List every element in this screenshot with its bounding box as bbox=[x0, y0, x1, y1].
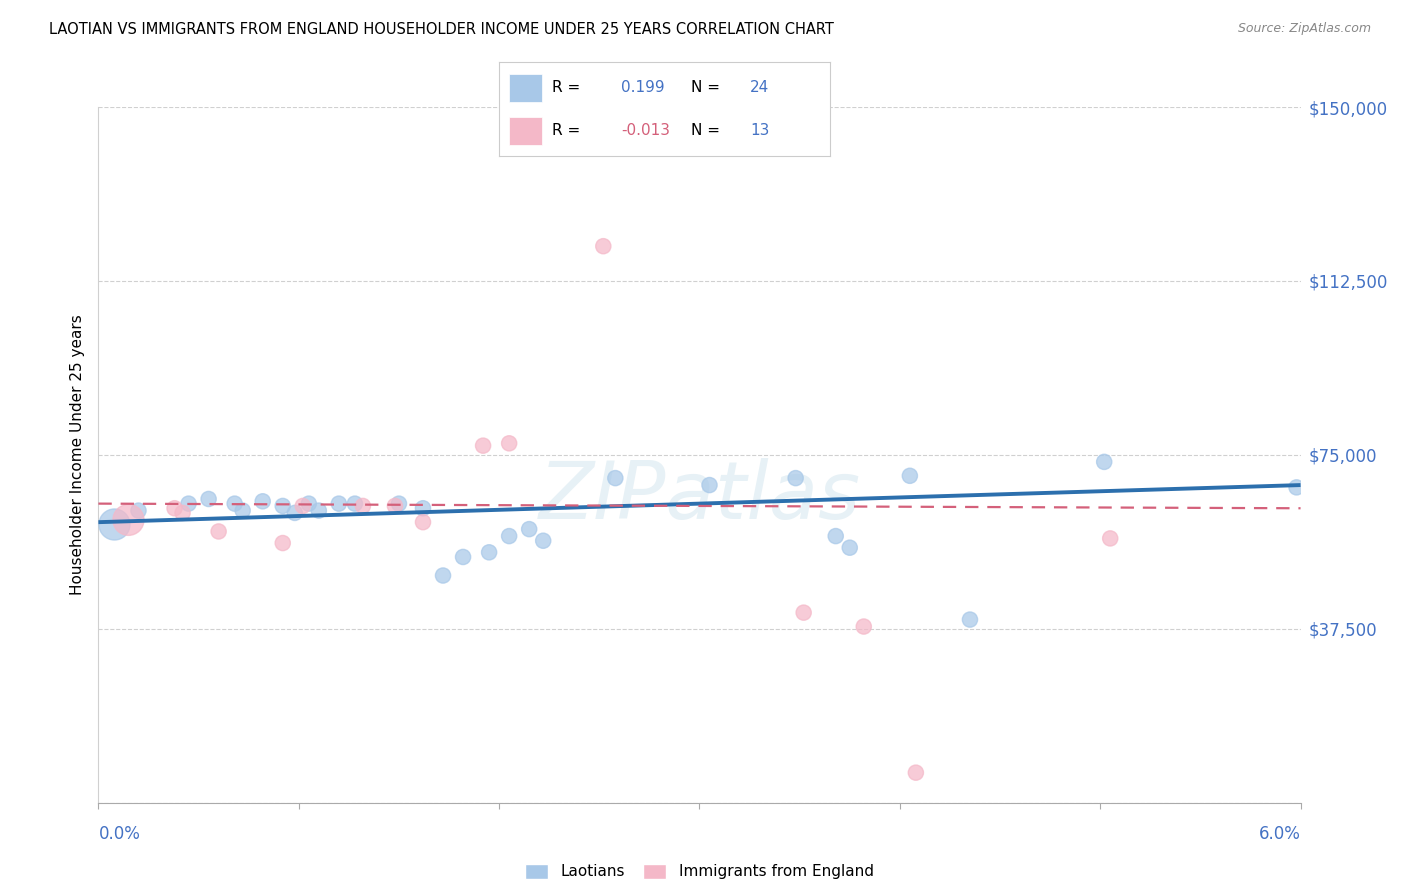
Point bbox=[1092, 455, 1115, 469]
Point bbox=[432, 568, 454, 582]
Text: Source: ZipAtlas.com: Source: ZipAtlas.com bbox=[1237, 22, 1371, 36]
Point bbox=[1099, 532, 1122, 546]
Point bbox=[959, 613, 981, 627]
Point bbox=[852, 619, 875, 633]
Text: 0.199: 0.199 bbox=[621, 80, 665, 95]
Point bbox=[172, 506, 194, 520]
Point bbox=[605, 471, 627, 485]
Point bbox=[291, 499, 314, 513]
Point bbox=[498, 436, 520, 450]
Text: LAOTIAN VS IMMIGRANTS FROM ENGLAND HOUSEHOLDER INCOME UNDER 25 YEARS CORRELATION: LAOTIAN VS IMMIGRANTS FROM ENGLAND HOUSE… bbox=[49, 22, 834, 37]
Legend: Laotians, Immigrants from England: Laotians, Immigrants from England bbox=[519, 857, 880, 886]
Point bbox=[271, 499, 294, 513]
Point bbox=[412, 501, 434, 516]
Text: 6.0%: 6.0% bbox=[1258, 825, 1301, 843]
Text: 13: 13 bbox=[751, 123, 769, 138]
Point bbox=[128, 503, 150, 517]
Text: R =: R = bbox=[553, 123, 581, 138]
Point bbox=[224, 497, 246, 511]
Point bbox=[472, 439, 495, 453]
Point bbox=[824, 529, 846, 543]
Point bbox=[352, 499, 374, 513]
Bar bbox=[509, 74, 543, 102]
Y-axis label: Householder Income Under 25 years: Householder Income Under 25 years bbox=[70, 315, 86, 595]
Point bbox=[384, 499, 406, 513]
Point bbox=[498, 529, 520, 543]
Point bbox=[785, 471, 807, 485]
Text: ZIPatlas: ZIPatlas bbox=[538, 458, 860, 536]
Bar bbox=[509, 117, 543, 145]
Text: -0.013: -0.013 bbox=[621, 123, 671, 138]
Point bbox=[531, 533, 554, 548]
Point bbox=[451, 549, 474, 564]
Point bbox=[328, 497, 350, 511]
Point bbox=[163, 501, 186, 516]
Point bbox=[592, 239, 614, 253]
Point bbox=[793, 606, 815, 620]
Point bbox=[699, 478, 721, 492]
Point bbox=[838, 541, 860, 555]
Point bbox=[343, 497, 366, 511]
Point bbox=[388, 497, 411, 511]
Point bbox=[177, 497, 200, 511]
Point bbox=[271, 536, 294, 550]
Point bbox=[412, 515, 434, 529]
Point bbox=[898, 468, 921, 483]
Text: N =: N = bbox=[690, 123, 720, 138]
Text: R =: R = bbox=[553, 80, 581, 95]
Text: 0.0%: 0.0% bbox=[98, 825, 141, 843]
Point bbox=[904, 765, 927, 780]
Point bbox=[284, 506, 307, 520]
Point bbox=[117, 513, 139, 527]
Point bbox=[232, 503, 254, 517]
Point bbox=[478, 545, 501, 559]
Point bbox=[208, 524, 231, 539]
Point bbox=[252, 494, 274, 508]
Point bbox=[517, 522, 540, 536]
Point bbox=[197, 491, 219, 506]
Text: 24: 24 bbox=[751, 80, 769, 95]
Text: N =: N = bbox=[690, 80, 720, 95]
Point bbox=[1285, 480, 1308, 494]
Point bbox=[308, 503, 330, 517]
Point bbox=[103, 517, 125, 532]
Point bbox=[298, 497, 321, 511]
